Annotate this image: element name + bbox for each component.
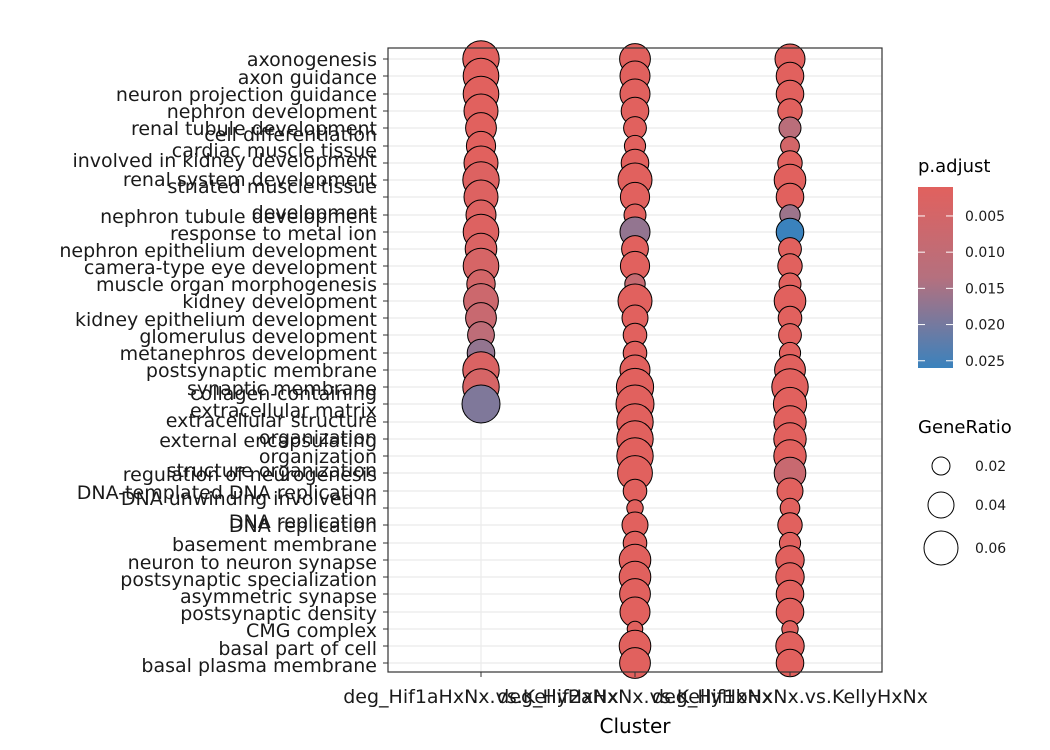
x-tick-label: deg_Hif2aHxNx.vs.KellyHxNx: [497, 686, 773, 708]
y-tick-label: collagen-containing: [190, 383, 377, 405]
y-tick-label: camera-type eye development: [84, 257, 377, 279]
size-legend: GeneRatio 0.02 0.04 0.06: [918, 417, 1012, 566]
size-legend-circle: [927, 491, 955, 519]
y-tick-label: DNA replication: [229, 511, 377, 533]
dot: [622, 478, 648, 504]
y-tick-label: postsynaptic specialization: [120, 569, 377, 591]
size-legend-circle: [923, 530, 959, 566]
y-tick-label: glomerulus development: [139, 326, 377, 348]
dot: [778, 116, 802, 140]
y-tick-label: extracellular structure: [166, 410, 377, 432]
x-tick-label: deg_Hif1aHxNx.vs.KellyHxNx: [343, 686, 619, 708]
color-tick-label: 0.005: [965, 209, 1005, 225]
y-tick-label: regulation of neurogenesis: [123, 464, 377, 486]
color-legend-ticks: 0.005 0.010 0.015 0.020 0.025: [918, 209, 1005, 370]
y-tick-label: basal part of cell: [218, 638, 377, 660]
y-tick-label: organization: [259, 446, 377, 468]
y-tick-label: metanephros development: [120, 343, 377, 365]
color-tick-label: 0.015: [965, 281, 1005, 297]
size-legend-label: 0.06: [975, 541, 1006, 557]
color-legend-title: p.adjust: [918, 156, 990, 177]
dot: [619, 647, 651, 679]
points: [461, 40, 809, 679]
x-axis-title: Cluster: [600, 714, 672, 738]
y-tick-label: nephron tubule development: [100, 206, 377, 228]
size-legend-label: 0.02: [975, 459, 1006, 475]
dot: [461, 384, 501, 424]
y-tick-label: nephron development: [167, 101, 377, 123]
y-tick-label: synaptic membrane: [187, 378, 377, 400]
y-tick-label: neuron projection guidance: [116, 84, 377, 106]
color-tick-label: 0.020: [965, 318, 1005, 334]
y-tick-label: asymmetric synapse: [180, 586, 377, 608]
y-tick-label: muscle organ morphogenesis: [96, 274, 377, 296]
size-legend-items: 0.02 0.04 0.06: [923, 456, 1006, 566]
y-tick-label: kidney development: [182, 291, 377, 313]
y-tick-label: extracellular matrix: [190, 400, 377, 422]
y-tick-label: response to metal ion: [170, 223, 377, 245]
color-bar: [918, 187, 953, 368]
y-tick-label: external encapsulating: [159, 430, 377, 452]
y-tick-label: basement membrane: [172, 534, 377, 556]
y-tick-label: nephron epithelium development: [59, 240, 377, 262]
y-tick-label: postsynaptic density: [180, 603, 377, 625]
y-tick-label: CMG complex: [246, 620, 377, 642]
y-tick-label: DNA replication: [229, 515, 377, 537]
y-tick-label: involved in kidney development: [72, 150, 377, 172]
y-tick-label: postsynaptic membrane: [146, 360, 377, 382]
y-tick-label: cell differentiation: [204, 124, 377, 146]
size-legend-label: 0.04: [975, 498, 1006, 514]
y-tick-label: organization: [259, 427, 377, 449]
y-tick-label: cardiac muscle tissue: [172, 140, 377, 162]
color-tick-label: 0.025: [965, 354, 1005, 370]
y-tick-label: kidney epithelium development: [75, 309, 377, 331]
y-tick-label: neuron to neuron synapse: [128, 552, 377, 574]
y-tick-label: structure organization: [167, 460, 377, 482]
y-tick-label: development: [252, 202, 377, 224]
y-tick-label: DNA unwinding involved in: [121, 488, 377, 510]
y-tick-label: axonogenesis: [247, 49, 377, 71]
y-tick-label: DNA-templated DNA replication: [77, 482, 377, 504]
y-tick-label: basal plasma membrane: [141, 655, 377, 677]
color-tick-label: 0.010: [965, 245, 1005, 261]
y-tick-label: renal tubule development: [131, 118, 377, 140]
y-tick-label: striated muscle tissue: [168, 176, 377, 198]
x-tick-labels: deg_Hif1aHxNx.vs.KellyHxNxdeg_Hif2aHxNx.…: [343, 672, 928, 708]
y-tick-label: renal system development: [123, 169, 377, 191]
size-legend-title: GeneRatio: [918, 417, 1012, 438]
color-legend: p.adjust 0.005 0.010 0.015 0.020 0.025: [918, 156, 1005, 370]
y-tick-label: axon guidance: [238, 67, 377, 89]
x-tick-label: deg_Hif1bHxNx.vs.KellyHxNx: [652, 686, 928, 708]
size-legend-circle: [931, 456, 951, 476]
